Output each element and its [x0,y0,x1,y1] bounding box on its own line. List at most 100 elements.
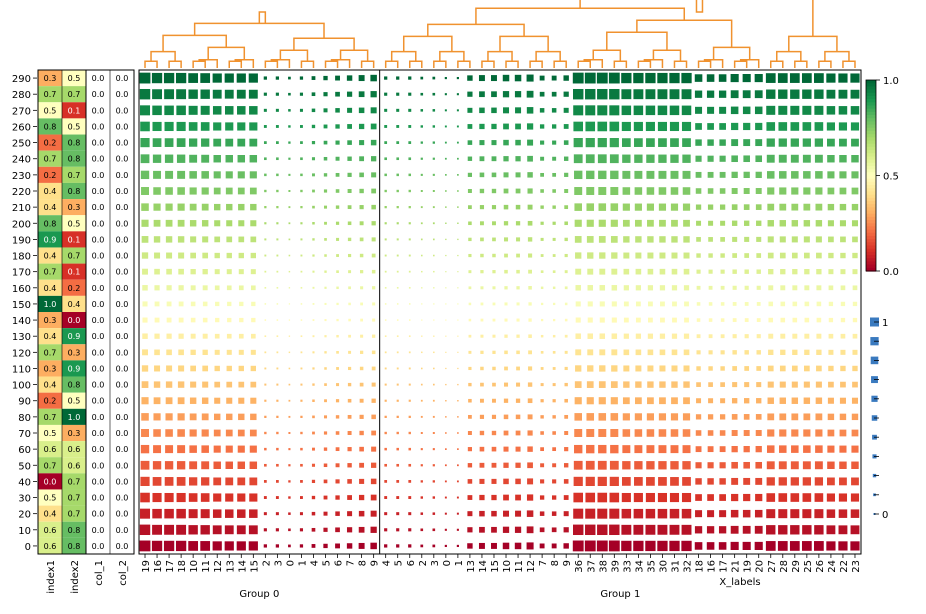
colorbar-segment [866,150,876,154]
heatmap-cell [250,413,257,421]
colorbar-segment [866,251,876,256]
heatmap-cell [659,285,666,291]
annotation-cell [86,441,110,458]
colorbar-segment [866,232,876,237]
heatmap-cell [540,415,544,419]
heatmap-cell [839,397,846,404]
heatmap-cell [720,350,725,355]
heatmap-cell [803,236,810,243]
annotation-cell [86,312,110,329]
heatmap-cell [839,445,847,453]
heatmap-cell [360,318,364,322]
heatmap-cell [140,121,150,132]
heatmap-cell [492,318,496,322]
heatmap-cell [587,349,594,356]
heatmap-cell [408,254,411,257]
annotation-value: 0.0 [116,510,129,519]
annotation-value: 0.0 [92,348,105,357]
annotation-cell [86,199,110,216]
heatmap-cell [311,124,316,129]
heatmap-cell [850,89,860,99]
heatmap-cell [248,89,258,99]
heatmap-cell [250,269,256,275]
heatmap-cell [348,302,351,306]
heatmap-cell [815,171,823,179]
heatmap-cell [828,285,834,291]
heatmap-cell [275,528,279,532]
heatmap-cell [658,187,667,195]
heatmap-cell [408,222,411,225]
size-legend-label: 0 [882,510,888,521]
heatmap-cell [445,303,447,305]
annotation-value: 0.0 [116,122,129,131]
heatmap-cell [444,544,447,548]
heatmap-cell [779,171,787,179]
heatmap-cell [249,138,258,147]
heatmap-cell [276,286,279,289]
heatmap-cell [648,301,653,307]
heatmap-cell [236,541,246,551]
heatmap-cell [153,170,162,179]
heatmap-cell [479,188,485,194]
heatmap-cell [682,203,691,211]
heatmap-cell [263,496,267,499]
heatmap-cell [202,269,208,275]
heatmap-cell [276,415,279,418]
heatmap-cell [720,253,725,258]
annotation-cell [38,328,62,345]
heatmap-cell [671,365,678,372]
heatmap-cell [682,170,691,179]
heatmap-cell [288,335,291,337]
heatmap-cell [263,544,267,548]
heatmap-cell [237,138,246,147]
heatmap-cell [324,319,327,322]
heatmap-cell [396,480,400,483]
colorbar: 1.00.50.0 [865,76,899,278]
heatmap-cell [528,366,533,371]
heatmap-cell [335,189,340,193]
heatmap-cell [514,74,522,82]
colorbar-segment [866,255,876,259]
heatmap-cell [730,525,739,534]
annotation-value: 0.4 [44,284,57,293]
heatmap-cell [358,510,365,517]
heatmap-cell [288,367,291,370]
heatmap-cell [742,541,751,550]
heatmap-cell [371,156,377,162]
heatmap-cell [225,155,233,163]
heatmap-cell [633,492,643,503]
heatmap-cell [213,122,222,131]
heatmap-cell [621,524,632,535]
heatmap-cell [225,171,233,179]
heatmap-cell [433,319,435,321]
heatmap-cell [312,238,315,241]
heatmap-cell [238,349,244,355]
annotation-value: 0.2 [44,397,57,406]
colorbar-segment [866,143,876,148]
heatmap-cell [225,461,233,469]
annotation-value: 0.0 [92,381,105,390]
heatmap-cell [420,109,424,112]
heatmap-cell [335,108,340,113]
heatmap-cell [767,220,774,227]
heatmap-cell [432,415,435,418]
heatmap-cell [264,189,267,193]
heatmap-cell [420,448,423,451]
heatmap-cell [336,302,339,306]
annotation-cell [86,457,110,474]
heatmap-cell [790,477,799,486]
heatmap-cell [384,303,387,305]
heatmap-cell [432,141,435,144]
heatmap-cell [840,252,846,259]
heatmap-cell [479,414,485,419]
annotation-cell [110,102,134,119]
heatmap-cell [324,238,327,241]
heatmap-cell [312,447,315,451]
row-label: 230 [12,171,31,182]
heatmap-cell [190,381,197,388]
heatmap-cell [563,91,569,97]
annotation-value: 1.0 [68,413,81,422]
heatmap-cell [213,477,222,486]
heatmap-cell [492,237,496,242]
heatmap-cell [611,349,618,356]
